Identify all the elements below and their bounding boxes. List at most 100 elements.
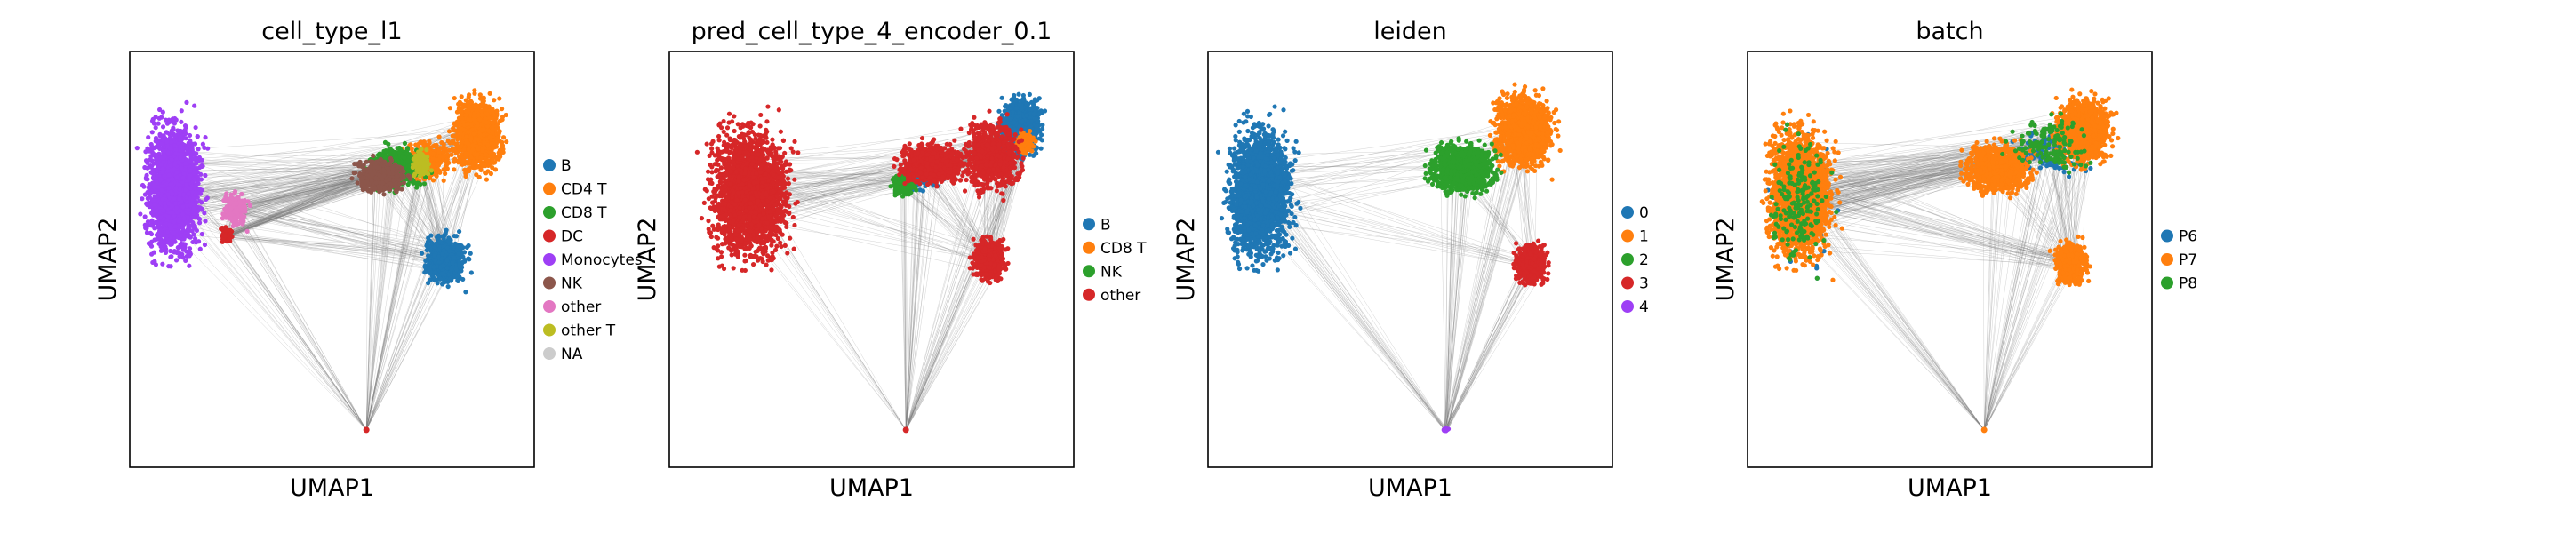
graph-edge xyxy=(365,163,397,430)
data-point xyxy=(437,160,443,165)
x-axis-label: UMAP1 xyxy=(290,474,374,502)
data-point xyxy=(453,266,460,272)
graph-edge xyxy=(164,191,444,255)
data-point xyxy=(481,132,486,138)
data-point xyxy=(179,119,184,124)
graph-edge xyxy=(365,154,423,430)
graph-edge xyxy=(225,123,483,239)
data-point xyxy=(454,274,460,279)
graph-edge xyxy=(228,234,447,257)
data-point xyxy=(478,155,484,161)
data-point xyxy=(455,278,460,283)
graph-edge xyxy=(232,203,452,257)
graph-edge xyxy=(178,163,380,179)
data-point xyxy=(456,228,462,235)
graph-edge xyxy=(365,165,424,430)
graph-edge xyxy=(174,171,448,244)
data-point xyxy=(451,128,457,133)
data-point xyxy=(160,261,165,266)
data-point xyxy=(500,135,507,140)
data-point xyxy=(477,116,483,123)
data-point xyxy=(187,132,193,139)
graph-edge xyxy=(172,161,376,175)
data-point xyxy=(468,122,474,128)
data-point xyxy=(428,175,433,180)
graph-edge xyxy=(365,172,395,430)
data-point xyxy=(223,227,228,233)
graph-edge xyxy=(228,173,369,231)
data-point xyxy=(456,126,461,131)
data-point xyxy=(454,131,460,138)
graph-edge xyxy=(223,237,367,431)
data-point xyxy=(484,112,490,117)
data-point xyxy=(202,145,207,150)
data-point xyxy=(418,181,423,187)
graph-edge xyxy=(230,179,382,235)
data-point xyxy=(197,246,203,251)
graph-edge xyxy=(234,178,380,211)
graph-edge xyxy=(365,147,430,430)
data-point xyxy=(436,134,442,139)
data-point xyxy=(153,125,158,131)
graph-edge xyxy=(365,158,428,430)
graph-edge xyxy=(365,163,426,430)
graph-edge xyxy=(233,174,384,209)
graph-edge xyxy=(365,163,418,430)
data-point xyxy=(404,150,410,155)
data-point xyxy=(484,152,489,157)
graph-edge xyxy=(365,179,376,430)
data-point xyxy=(194,227,199,234)
y-axis-label: UMAP2 xyxy=(94,218,122,302)
data-point xyxy=(204,196,209,203)
data-point xyxy=(498,154,503,159)
graph-edge xyxy=(227,236,444,264)
data-point xyxy=(482,140,487,146)
data-point xyxy=(460,276,466,282)
data-point xyxy=(440,282,445,287)
graph-edge xyxy=(229,234,367,431)
graph-edge xyxy=(365,162,396,430)
data-point xyxy=(175,245,180,251)
graph-edge xyxy=(222,236,443,252)
data-point xyxy=(432,253,437,259)
data-point xyxy=(436,233,442,238)
graph-edge xyxy=(244,180,380,211)
data-point xyxy=(468,99,475,105)
data-point xyxy=(463,108,468,114)
data-point xyxy=(452,122,458,128)
data-point xyxy=(418,139,423,145)
graph-edge xyxy=(174,123,477,169)
data-point xyxy=(433,241,439,246)
graph-edge xyxy=(365,256,447,430)
data-point xyxy=(486,129,492,134)
data-point xyxy=(434,142,439,148)
data-point xyxy=(134,146,140,151)
graph-edge xyxy=(178,171,382,195)
graph-edge xyxy=(233,211,438,255)
data-point xyxy=(395,146,400,151)
data-point xyxy=(439,139,444,146)
graph-edge xyxy=(236,210,367,431)
graph-edge xyxy=(365,171,398,430)
graph-edge xyxy=(365,178,381,430)
data-point xyxy=(386,141,391,147)
graph-edge xyxy=(227,186,386,235)
graph-edge xyxy=(225,180,377,240)
data-point xyxy=(429,273,435,279)
data-point xyxy=(440,263,446,268)
data-point xyxy=(160,124,166,130)
data-point xyxy=(193,240,199,245)
data-point xyxy=(421,181,428,187)
graph-edge xyxy=(176,179,388,195)
data-point xyxy=(486,163,492,168)
graph-edge xyxy=(228,233,438,262)
graph-edge xyxy=(365,173,379,430)
graph-edge xyxy=(232,213,367,431)
data-point xyxy=(456,251,461,257)
graph-edge xyxy=(229,234,445,273)
graph-edge xyxy=(235,211,440,262)
data-point xyxy=(468,149,473,155)
data-point xyxy=(453,234,460,239)
graph-edge xyxy=(164,233,438,258)
